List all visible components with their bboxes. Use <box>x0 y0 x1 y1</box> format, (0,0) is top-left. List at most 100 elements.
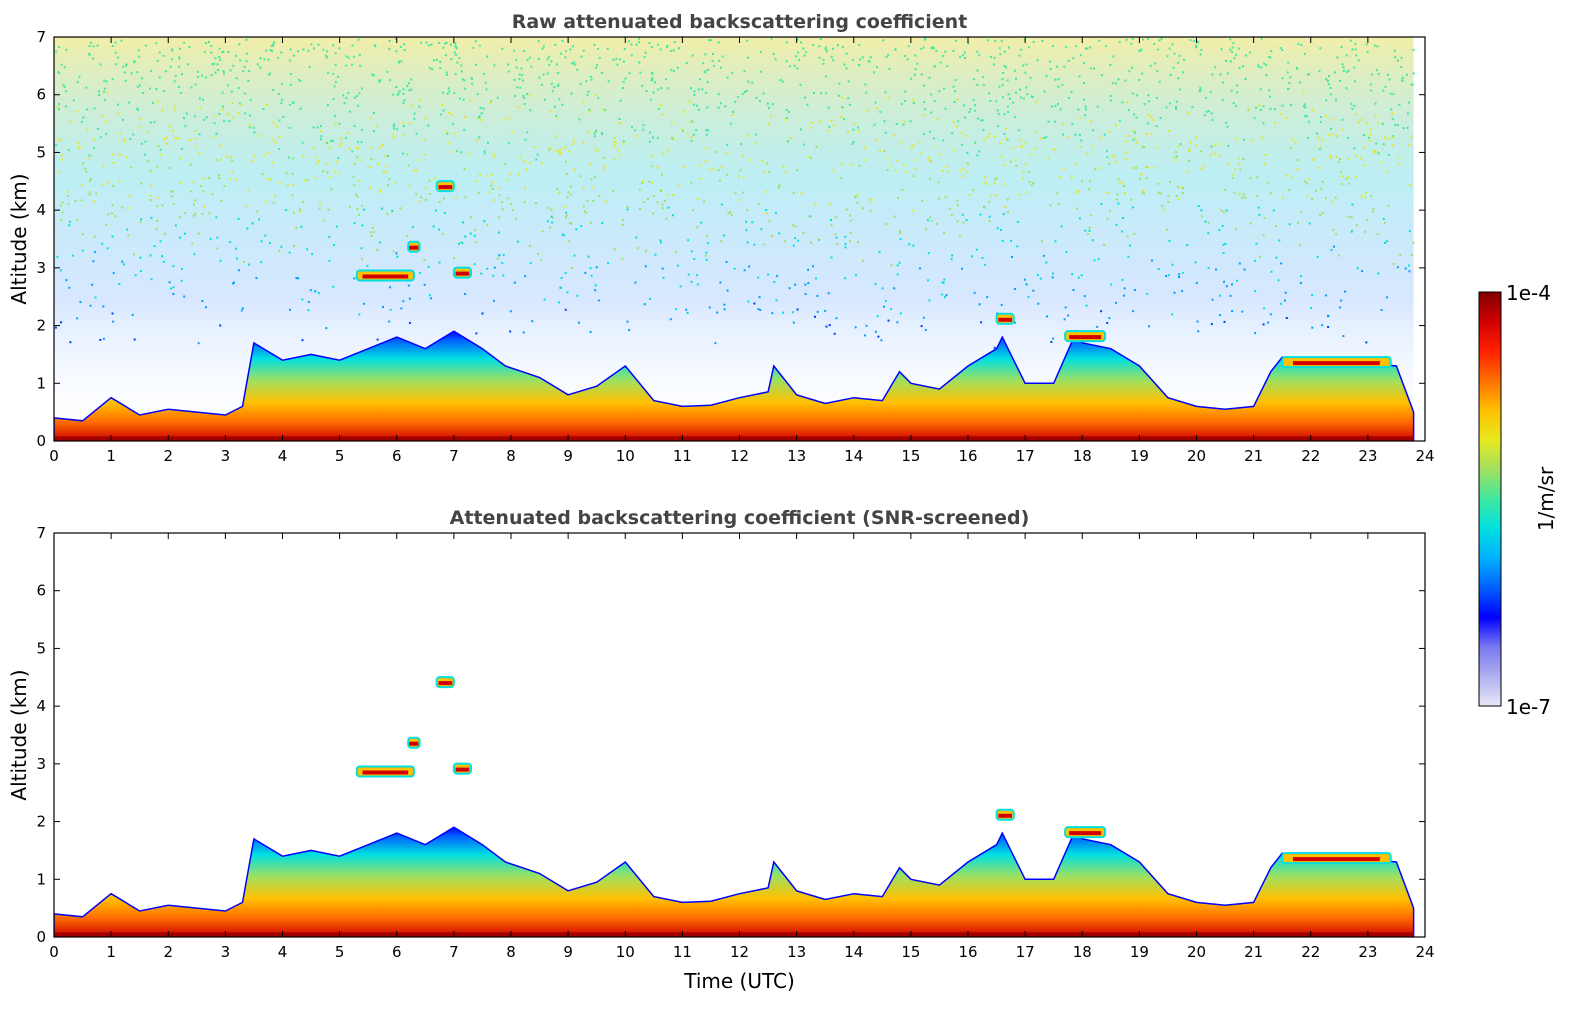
elevated-layer-core <box>998 317 1012 322</box>
colorbar: 1e-4 1e-7 1/m/sr <box>1478 281 1558 719</box>
x-tick-label: 19 <box>1130 943 1149 961</box>
x-tick-label: 11 <box>673 447 692 465</box>
x-tick-label: 13 <box>787 447 806 465</box>
x-tick-label: 17 <box>1016 943 1035 961</box>
y-axis-label-raw: Altitude (km) <box>7 173 31 304</box>
colorbar-max-label: 1e-4 <box>1506 281 1551 305</box>
x-tick-label: 3 <box>221 447 231 465</box>
x-axis-screened: 0 1 2 3 4 5 6 7 8 9 10 11 12 13 14 15 16 17 18 19 20 21 22 23 24 <box>49 533 1435 961</box>
elevated-layer-core <box>409 245 419 250</box>
panel-raw: Raw attenuated backscattering coefficien… <box>7 11 1435 465</box>
x-tick-label: 21 <box>1244 943 1263 961</box>
y-tick-label: 1 <box>36 374 46 392</box>
heatmap-raw <box>54 37 1415 441</box>
x-axis-label: Time (UTC) <box>683 969 795 993</box>
y-tick-label: 0 <box>36 928 46 946</box>
colorbar-unit-label: 1/m/sr <box>1534 466 1558 531</box>
colorbar-min-label: 1e-7 <box>1506 695 1551 719</box>
noise-speckle <box>54 37 1415 349</box>
y-tick-label: 3 <box>36 259 46 277</box>
x-tick-label: 4 <box>278 943 288 961</box>
boundary-layer <box>54 825 1415 937</box>
y-tick-label: 7 <box>36 524 46 542</box>
y-tick-label: 5 <box>36 143 46 161</box>
x-tick-label: 14 <box>844 943 863 961</box>
y-tick-label: 4 <box>36 697 46 715</box>
x-tick-label: 5 <box>335 447 345 465</box>
panel-screened: Attenuated backscattering coefficient (S… <box>7 507 1435 993</box>
x-tick-label: 4 <box>278 447 288 465</box>
x-tick-label: 8 <box>506 447 516 465</box>
elevated-layer-core <box>1069 831 1102 836</box>
elevated-layer-core <box>409 741 419 746</box>
x-tick-label: 16 <box>958 943 977 961</box>
y-tick-label: 6 <box>36 582 46 600</box>
x-tick-label: 10 <box>616 447 635 465</box>
y-axis-raw: 0 1 2 3 4 5 6 7 <box>36 28 1425 450</box>
x-tick-label: 12 <box>730 943 749 961</box>
panel-title-raw: Raw attenuated backscattering coefficien… <box>512 11 968 33</box>
y-tick-label: 6 <box>36 86 46 104</box>
x-tick-label: 24 <box>1415 447 1434 465</box>
x-tick-label: 6 <box>392 943 402 961</box>
y-tick-label: 7 <box>36 28 46 46</box>
surface-band <box>54 436 1414 441</box>
x-tick-label: 7 <box>449 943 459 961</box>
elevated-layer-core <box>455 271 470 276</box>
x-tick-label: 15 <box>901 943 920 961</box>
x-tick-label: 12 <box>730 447 749 465</box>
x-tick-label: 22 <box>1301 447 1320 465</box>
x-tick-label: 18 <box>1073 447 1092 465</box>
x-tick-label: 22 <box>1301 943 1320 961</box>
x-tick-label: 16 <box>958 447 977 465</box>
x-tick-label: 20 <box>1187 943 1206 961</box>
x-tick-label: 21 <box>1244 447 1263 465</box>
x-tick-label: 9 <box>563 943 573 961</box>
x-tick-label: 2 <box>163 447 173 465</box>
elevated-layer-core <box>455 767 470 772</box>
x-tick-label: 19 <box>1130 447 1149 465</box>
x-tick-label: 8 <box>506 943 516 961</box>
x-tick-label: 14 <box>844 447 863 465</box>
y-axis-label-screened: Altitude (km) <box>7 669 31 800</box>
boundary-layer <box>54 329 1415 441</box>
x-tick-label: 11 <box>673 943 692 961</box>
x-tick-label: 5 <box>335 943 345 961</box>
x-tick-label: 9 <box>563 447 573 465</box>
x-axis-raw: 0 1 2 3 4 5 6 7 8 9 10 11 12 13 14 15 16 17 18 19 20 21 22 23 24 <box>49 37 1435 465</box>
y-tick-label: 4 <box>36 201 46 219</box>
y-tick-label: 2 <box>36 813 46 831</box>
x-tick-label: 23 <box>1358 447 1377 465</box>
x-tick-label: 1 <box>106 943 116 961</box>
x-tick-label: 1 <box>106 447 116 465</box>
elevated-layer-core <box>1293 857 1380 862</box>
y-tick-label: 3 <box>36 755 46 773</box>
elevated-layer-core <box>362 770 409 775</box>
elevated-layer-core <box>1069 335 1102 340</box>
y-tick-label: 1 <box>36 870 46 888</box>
y-tick-label: 0 <box>36 432 46 450</box>
y-tick-label: 5 <box>36 639 46 657</box>
x-tick-label: 7 <box>449 447 459 465</box>
x-tick-label: 23 <box>1358 943 1377 961</box>
colorbar-bar <box>1478 291 1502 707</box>
y-axis-screened: 0 1 2 3 4 5 6 7 <box>36 524 1425 946</box>
x-tick-label: 13 <box>787 943 806 961</box>
x-tick-label: 2 <box>163 943 173 961</box>
x-tick-label: 0 <box>49 447 59 465</box>
elevated-layer-core <box>998 813 1012 818</box>
y-tick-label: 2 <box>36 317 46 335</box>
elevated-layer-core <box>438 185 453 190</box>
panel-title-screened: Attenuated backscattering coefficient (S… <box>450 507 1030 529</box>
x-tick-label: 3 <box>221 943 231 961</box>
x-tick-label: 20 <box>1187 447 1206 465</box>
elevated-layer-core <box>438 681 453 686</box>
elevated-layer-core <box>362 274 409 279</box>
x-tick-label: 0 <box>49 943 59 961</box>
x-tick-label: 10 <box>616 943 635 961</box>
x-tick-label: 24 <box>1415 943 1434 961</box>
x-tick-label: 6 <box>392 447 402 465</box>
surface-band <box>54 932 1414 937</box>
